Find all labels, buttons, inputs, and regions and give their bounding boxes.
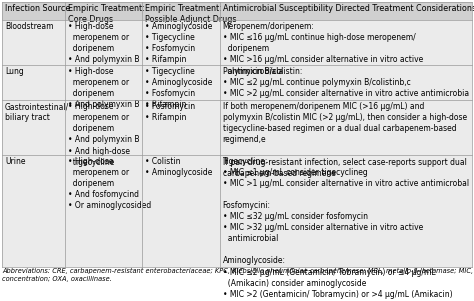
- Text: Urine: Urine: [5, 157, 26, 166]
- Text: • High-dose
  meropenem or
  doripenem
• And polymyxin B
• And high-dose
  tigec: • High-dose meropenem or doripenem • And…: [67, 102, 139, 167]
- Bar: [64, 2, 142, 20]
- Text: Tigecycline:
• MIC ≤1 μg/mL consider tigecyclineg
• MIC >1 μg/mL consider altern: Tigecycline: • MIC ≤1 μg/mL consider tig…: [223, 157, 469, 301]
- Text: Meropenem/doripenem:
• MIC ≤16 μg/mL continue high-dose meropenem/
  doripenem
•: Meropenem/doripenem: • MIC ≤16 μg/mL con…: [223, 22, 423, 76]
- Bar: [142, 154, 219, 267]
- Bar: [219, 20, 472, 65]
- Bar: [142, 2, 219, 20]
- Text: Antimicrobial Susceptibility Directed Treatment Considerations: Antimicrobial Susceptibility Directed Tr…: [223, 4, 474, 13]
- Bar: [2, 2, 64, 20]
- Bar: [219, 65, 472, 100]
- Bar: [2, 65, 64, 100]
- Text: Polymyxin B/colistin:
• MIC ≤2 μg/mL continue polymyxin B/colistinb,c
• MIC >2 μ: Polymyxin B/colistin: • MIC ≤2 μg/mL con…: [223, 67, 469, 98]
- Text: Empiric Treatment:
Core Drugs: Empiric Treatment: Core Drugs: [67, 4, 144, 24]
- Bar: [2, 154, 64, 267]
- Bar: [2, 20, 64, 65]
- Text: Gastrointestinal/
biliary tract: Gastrointestinal/ biliary tract: [5, 102, 69, 122]
- Text: Bloodstream: Bloodstream: [5, 22, 54, 31]
- Bar: [142, 100, 219, 154]
- Text: Infection Source: Infection Source: [5, 4, 70, 13]
- Text: Empiric Treatment:
Possible Adjunct Drugs: Empiric Treatment: Possible Adjunct Drug…: [145, 4, 237, 24]
- Text: Abbreviations: CRE, carbapenem-resistant enterobacteriaceae; KPC, Klebsiella pne: Abbreviations: CRE, carbapenem-resistant…: [2, 268, 474, 282]
- Bar: [142, 65, 219, 100]
- Bar: [219, 2, 472, 20]
- Text: • High-dose
  meropenem or
  doripenem
• And polymyxin B: • High-dose meropenem or doripenem • And…: [67, 22, 139, 64]
- Text: • Fosfomycin
• Rifampin: • Fosfomycin • Rifampin: [145, 102, 195, 122]
- Bar: [64, 100, 142, 154]
- Text: • High-dose
  meropenem or
  doripenem
• And polymyxin B: • High-dose meropenem or doripenem • And…: [67, 67, 139, 109]
- Text: • Tigecycline
• Aminoglycoside
• Fosfomycin
• Rifampin: • Tigecycline • Aminoglycoside • Fosfomy…: [145, 67, 212, 109]
- Text: Lung: Lung: [5, 67, 24, 76]
- Bar: [219, 154, 472, 267]
- Bar: [64, 65, 142, 100]
- Bar: [64, 20, 142, 65]
- Bar: [2, 100, 64, 154]
- Bar: [64, 154, 142, 267]
- Text: • Aminoglycoside
• Tigecycline
• Fosfomycin
• Rifampin: • Aminoglycoside • Tigecycline • Fosfomy…: [145, 22, 212, 64]
- Bar: [219, 100, 472, 154]
- Bar: [142, 20, 219, 65]
- Text: If both meropenem/doripenem MIC (>16 μg/mL) and
polymyxin B/colistin MIC (>2 μg/: If both meropenem/doripenem MIC (>16 μg/…: [223, 102, 467, 178]
- Text: • High-dose
  meropenem or
  doripenem
• And fosfomycind
• Or aminoglycosided: • High-dose meropenem or doripenem • And…: [67, 157, 151, 210]
- Text: • Colistin
• Aminoglycoside: • Colistin • Aminoglycoside: [145, 157, 212, 177]
